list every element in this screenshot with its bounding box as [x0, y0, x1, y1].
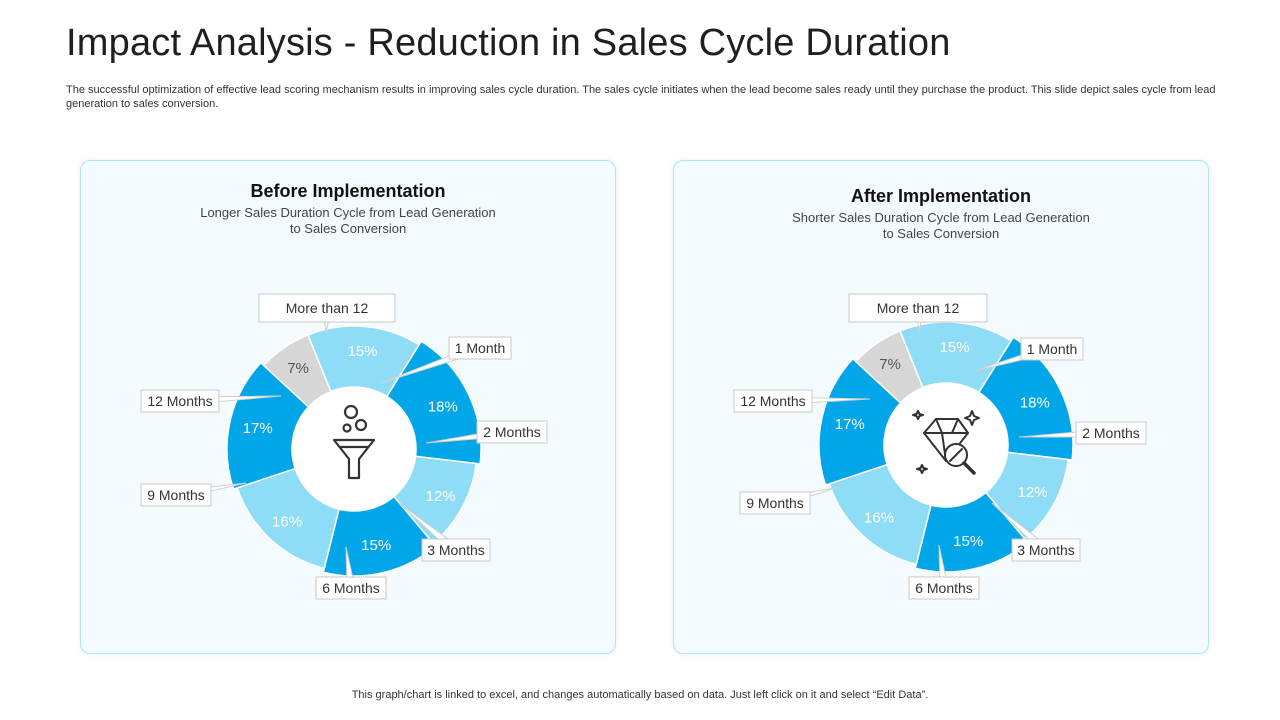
chart-subtitle-line: to Sales Conversion: [289, 221, 407, 236]
slice-value-label: 15%: [361, 537, 391, 554]
callout-box: [140, 483, 212, 507]
slice-value-label: 12%: [426, 488, 456, 505]
category-label: 1 Month: [1027, 341, 1078, 357]
callout-box: [140, 389, 220, 413]
callout-box: [848, 293, 988, 323]
category-label: 6 Months: [915, 580, 973, 596]
callout-box: [421, 538, 491, 562]
slice-value-label: 16%: [864, 509, 894, 526]
category-label: 6 Months: [322, 580, 380, 596]
slice-value-label: 15%: [348, 343, 378, 360]
callout-box: [908, 576, 980, 600]
footer-note: This graph/chart is linked to excel, and…: [351, 689, 929, 701]
callout-box: [1011, 538, 1081, 562]
chart-subtitle-line: Longer Sales Duration Cycle from Lead Ge…: [200, 205, 496, 220]
donut-center: [292, 387, 416, 511]
callout-box: [315, 576, 387, 600]
slice-value-label: 7%: [287, 360, 309, 377]
slice-value-label: 15%: [940, 339, 970, 356]
slide-description: The successful optimization of effective…: [66, 84, 1216, 110]
chart-title: After Implementation: [850, 186, 1032, 206]
category-label: 9 Months: [147, 487, 205, 503]
chart-title: Before Implementation: [250, 181, 446, 201]
callout-box: [733, 389, 813, 413]
category-label: 1 Month: [455, 340, 506, 356]
category-label: 3 Months: [1017, 542, 1075, 558]
callout-box: [476, 420, 548, 444]
slice-value-label: 15%: [953, 533, 983, 550]
callout-box: [739, 491, 811, 515]
funnel-icon: [332, 404, 376, 480]
category-label: 2 Months: [483, 424, 541, 440]
category-label: More than 12: [877, 300, 960, 316]
slide-title: Impact Analysis - Reduction in Sales Cyc…: [66, 22, 951, 64]
category-label: 9 Months: [746, 495, 804, 511]
callout-box: [1075, 421, 1147, 445]
chart-subtitle-line: to Sales Conversion: [882, 226, 1000, 241]
slice-value-label: 18%: [1020, 394, 1050, 411]
chart-subtitle: Longer Sales Duration Cycle from Lead Ge…: [171, 205, 525, 237]
category-label: 12 Months: [147, 393, 212, 409]
before-implementation-card: Before Implementation Longer Sales Durat…: [80, 160, 616, 654]
callout-box: [258, 293, 396, 323]
slice-value-label: 7%: [879, 356, 901, 373]
donut-chart-after[interactable]: 15% 1 Month 18% 2 Months 12% 3 Months 15% 6 Mon…: [674, 161, 1208, 653]
slice-value-label: 12%: [1018, 484, 1048, 501]
category-label: 2 Months: [1082, 425, 1140, 441]
callout-box: [448, 336, 512, 360]
slice-value-label: 17%: [243, 420, 273, 437]
donut-center: [884, 383, 1008, 507]
slice-value-label: 18%: [428, 398, 458, 415]
donut-chart-before[interactable]: 15% 1 Month 18% 2 Months 12% 3 Months 15% 6 Mon…: [81, 161, 615, 653]
callout-box: [1020, 337, 1084, 361]
category-label: 12 Months: [740, 393, 805, 409]
chart-subtitle: Shorter Sales Duration Cycle from Lead G…: [764, 210, 1118, 242]
slice-value-label: 17%: [835, 416, 865, 433]
category-label: More than 12: [286, 300, 369, 316]
diamond-search-icon: [912, 410, 980, 475]
chart-subtitle-line: Shorter Sales Duration Cycle from Lead G…: [792, 210, 1090, 225]
slice-value-label: 16%: [272, 513, 302, 530]
category-label: 3 Months: [427, 542, 485, 558]
after-implementation-card: After Implementation Shorter Sales Durat…: [673, 160, 1209, 654]
